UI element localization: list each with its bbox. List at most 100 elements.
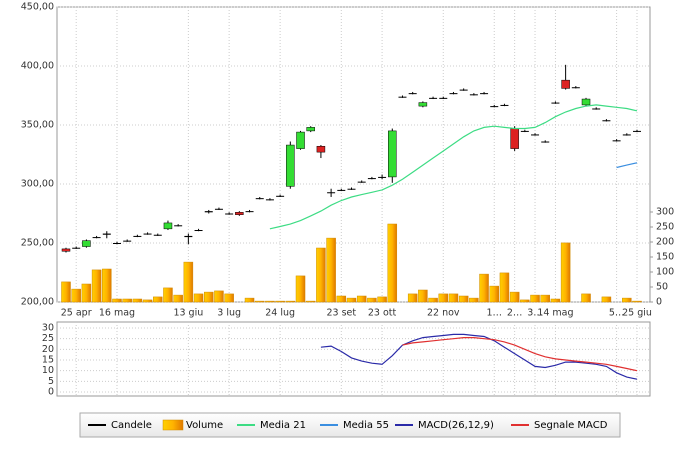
volume-bar xyxy=(71,288,81,303)
candle-body xyxy=(347,188,356,190)
candle-body xyxy=(265,199,274,201)
volume-bar xyxy=(346,297,357,303)
candle-body xyxy=(143,233,152,235)
legend-label: Media 55 xyxy=(343,420,389,431)
candle-body xyxy=(439,97,448,99)
candle-body xyxy=(204,211,213,213)
legend-swatch xyxy=(162,419,184,431)
y2-tick-label: 0 xyxy=(656,297,662,308)
candle-body xyxy=(612,140,621,142)
volume-bar xyxy=(275,300,285,303)
volume-bar xyxy=(102,268,112,303)
legend-label: Volume xyxy=(186,420,223,431)
candle-body xyxy=(296,131,305,149)
candle-body xyxy=(500,104,509,106)
volume-bar xyxy=(254,300,265,303)
y-tick-label: 400,00 xyxy=(21,61,54,72)
y2-tick-label: 100 xyxy=(656,267,674,278)
x-tick-label: 22 nov xyxy=(427,308,460,319)
line-series xyxy=(616,162,638,169)
candle-body xyxy=(469,94,478,96)
candle-body xyxy=(153,234,162,236)
x-tick-label: 23 set xyxy=(326,308,356,319)
legend-label: MACD(26,12,9) xyxy=(418,420,494,431)
volume-bar xyxy=(163,287,173,303)
candle-body xyxy=(449,93,458,95)
y-tick-label: 15 xyxy=(42,355,54,366)
y-tick-label: 450,00 xyxy=(21,2,54,13)
volume-bar xyxy=(509,291,520,303)
candle-body xyxy=(255,198,264,200)
x-tick-label: 16 mag xyxy=(99,308,135,319)
volume-bar xyxy=(407,293,418,303)
candle-body xyxy=(276,195,285,197)
volume-bar xyxy=(183,261,194,303)
volume-bar xyxy=(112,298,122,303)
y-tick-label: 25 xyxy=(42,333,54,344)
volume-bar xyxy=(367,297,377,303)
candle-body xyxy=(316,145,326,153)
volume-bar xyxy=(377,296,387,303)
candle-body xyxy=(174,225,183,227)
y-tick-label: 350,00 xyxy=(21,120,54,131)
candle-body xyxy=(184,235,193,238)
candle-body xyxy=(102,233,111,235)
x-tick-label: 14 mag xyxy=(537,308,573,319)
volume-bar xyxy=(81,283,92,303)
candle-body xyxy=(72,247,81,249)
candle-body xyxy=(123,240,132,242)
candle-body xyxy=(459,89,468,91)
line-series xyxy=(269,104,638,230)
volume-bar xyxy=(632,300,642,303)
candle-body xyxy=(622,134,631,136)
candle-body xyxy=(306,127,315,132)
candle-body xyxy=(388,130,397,178)
candle-body xyxy=(592,108,601,110)
candle-body xyxy=(245,211,254,213)
candle-body xyxy=(133,235,142,237)
volume-bar xyxy=(458,295,469,303)
candle-body xyxy=(194,230,203,232)
volume-bar xyxy=(356,295,367,303)
volume-bar xyxy=(326,237,336,303)
candle-body xyxy=(561,79,570,89)
volume-bar xyxy=(489,285,499,303)
volume-bar xyxy=(214,290,224,303)
volume-bar xyxy=(193,293,204,303)
candle-body xyxy=(418,102,428,107)
x-tick-label: 23 ott xyxy=(368,308,397,319)
x-tick-label: 25 giu xyxy=(622,308,652,319)
y2-tick-label: 300 xyxy=(656,207,674,218)
volume-bar xyxy=(438,293,449,303)
candle-body xyxy=(92,237,101,239)
y-tick-label: 0 xyxy=(48,387,54,398)
candle-body xyxy=(225,213,234,215)
line-series xyxy=(320,333,638,380)
macd-panel xyxy=(56,321,651,397)
y2-tick-label: 250 xyxy=(656,222,674,233)
candle-body xyxy=(571,87,580,89)
y2-tick-label: 150 xyxy=(656,252,674,263)
volume-bar xyxy=(622,297,632,303)
y-tick-label: 200,00 xyxy=(21,297,54,308)
x-tick-label: 1… xyxy=(486,308,502,319)
candle-body xyxy=(357,181,366,183)
candle-body xyxy=(510,128,519,149)
x-tick-label: 5… xyxy=(609,308,625,319)
candle-body xyxy=(490,106,499,108)
legend-label: Segnale MACD xyxy=(534,420,608,431)
volume-bar xyxy=(601,296,612,303)
candle-body xyxy=(531,134,540,136)
candle-body xyxy=(112,243,121,244)
volume-bar xyxy=(305,300,316,303)
y2-tick-label: 200 xyxy=(656,237,674,248)
candle-body xyxy=(581,98,591,106)
candle-body xyxy=(602,120,611,122)
volume-bar xyxy=(244,297,255,303)
y-tick-label: 300,00 xyxy=(21,179,54,190)
volume-bar xyxy=(285,300,296,303)
volume-bar xyxy=(295,275,306,303)
candle-body xyxy=(429,97,438,99)
volume-bar xyxy=(499,272,510,303)
